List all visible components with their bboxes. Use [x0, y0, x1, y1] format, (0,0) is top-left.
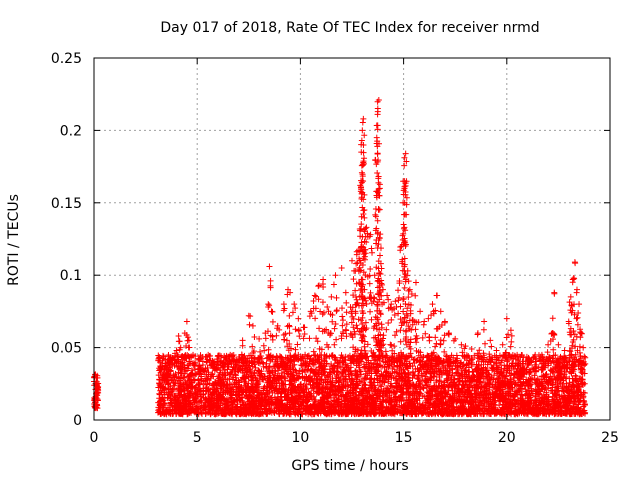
data-point — [483, 367, 490, 374]
data-point — [346, 389, 353, 396]
data-point — [335, 369, 342, 376]
data-point — [263, 355, 270, 362]
data-point — [453, 369, 460, 376]
chart-title: Day 017 of 2018, Rate Of TEC Index for r… — [160, 20, 539, 36]
data-point — [484, 361, 491, 368]
data-marks — [91, 96, 589, 418]
data-point — [439, 363, 446, 370]
